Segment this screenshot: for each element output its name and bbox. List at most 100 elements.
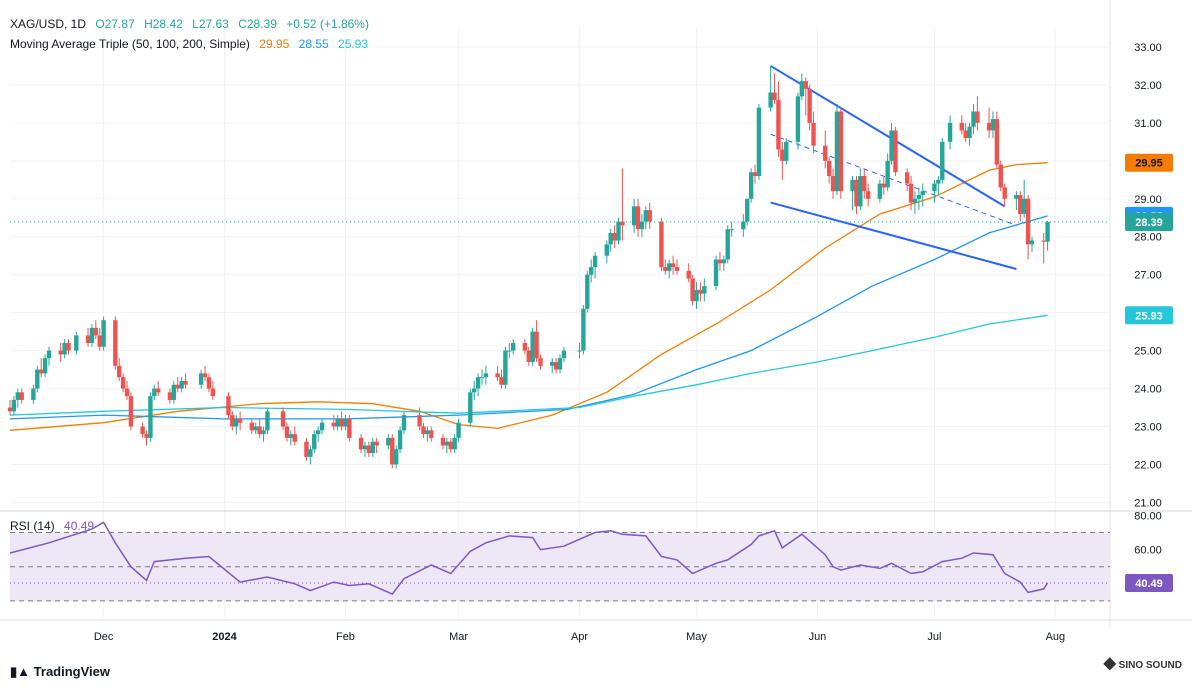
candle-body xyxy=(456,422,461,438)
candle-body xyxy=(885,160,890,188)
tradingview-logo[interactable]: ▮▲ TradingView xyxy=(10,664,110,680)
candle-body xyxy=(631,206,637,226)
candle-body xyxy=(865,191,871,199)
candle-body xyxy=(444,441,450,446)
candle-body xyxy=(366,445,372,454)
candle-body xyxy=(206,377,212,389)
candle-body xyxy=(686,270,691,279)
candle-body xyxy=(1014,194,1019,199)
candle-body xyxy=(417,415,422,427)
candle-body xyxy=(998,164,1003,188)
candle-body xyxy=(440,437,446,446)
time-tick-label: Mar xyxy=(449,631,468,643)
ma200-value: 25.93 xyxy=(338,37,369,51)
price-label-box xyxy=(1125,153,1173,172)
candle-body xyxy=(175,384,180,389)
candle-body xyxy=(234,418,239,427)
candle-body xyxy=(725,229,730,260)
candle-body xyxy=(647,210,652,222)
rsi-header: RSI (14) 40.49 xyxy=(10,519,100,533)
candle-body xyxy=(304,441,309,457)
candle-body xyxy=(35,369,40,389)
time-tick-label: Apr xyxy=(571,631,588,643)
candle-body xyxy=(784,141,789,161)
price-label-box xyxy=(1125,212,1173,231)
candle-body xyxy=(538,358,543,366)
candle-body xyxy=(315,430,321,435)
candle-body xyxy=(741,221,746,230)
candle-body xyxy=(780,149,785,161)
candle-body xyxy=(15,392,21,400)
rsi-value: 40.49 xyxy=(64,519,95,533)
candle-body xyxy=(608,232,613,245)
candle-body xyxy=(429,430,434,438)
symbol-label[interactable]: XAG/USD, 1D xyxy=(10,17,87,31)
candle-body xyxy=(452,437,457,450)
candle-body xyxy=(11,399,17,412)
price-tick-label: 29.00 xyxy=(1134,194,1162,206)
time-tick-label: Dec xyxy=(94,631,114,643)
candle-body xyxy=(975,111,980,123)
candle-body xyxy=(152,388,157,397)
ma-indicator-label[interactable]: Moving Average Triple (50, 100, 200, Sim… xyxy=(10,37,250,51)
candle-body xyxy=(850,179,855,192)
candle-body xyxy=(768,92,773,108)
candle-body xyxy=(425,430,430,435)
candle-body xyxy=(124,388,130,397)
candle-body xyxy=(393,449,399,465)
candle-body xyxy=(292,434,297,442)
candle-body xyxy=(936,179,941,184)
candle-body xyxy=(448,441,453,450)
price-tick-label: 21.00 xyxy=(1134,497,1162,509)
candle-body xyxy=(265,411,270,431)
rsi-indicator-label[interactable]: RSI (14) xyxy=(10,519,55,533)
price-label-text: 28.39 xyxy=(1135,217,1163,229)
candle-body xyxy=(702,286,707,294)
candle-body xyxy=(421,426,426,435)
candle-body xyxy=(823,145,828,161)
channel-lower-line xyxy=(770,201,1017,270)
candle-body xyxy=(144,434,149,438)
candle-body xyxy=(659,221,664,268)
candle-body xyxy=(530,331,535,362)
price-tick-label: 27.00 xyxy=(1134,270,1162,282)
rsi-line xyxy=(9,521,1049,596)
candle-body xyxy=(826,160,832,177)
candle-body xyxy=(932,183,937,192)
price-label-text: 29.95 xyxy=(1135,158,1163,170)
candle-body xyxy=(347,418,352,438)
candle-body xyxy=(362,445,368,450)
candle-body xyxy=(42,358,48,374)
candle-body xyxy=(667,263,672,271)
candle-body xyxy=(183,380,188,385)
candle-body xyxy=(776,100,781,150)
candle-body xyxy=(1041,240,1046,242)
candle-body xyxy=(549,361,555,366)
candle-body xyxy=(670,263,676,268)
candle-body xyxy=(89,327,95,344)
candle-body xyxy=(226,396,231,416)
ma-header: Moving Average Triple (50, 100, 200, Sim… xyxy=(10,37,374,51)
candle-body xyxy=(940,141,945,180)
candle-body xyxy=(288,434,294,438)
ohlc-low: L27.63 xyxy=(192,17,229,31)
candle-body xyxy=(66,343,71,351)
candle-body xyxy=(585,274,590,309)
candle-body xyxy=(635,206,641,230)
ma-line-ma200 xyxy=(9,314,1048,416)
candle-body xyxy=(280,411,286,427)
candle-body xyxy=(577,350,582,352)
tradingview-brand: TradingView xyxy=(33,664,110,679)
candle-body xyxy=(308,449,313,457)
candle-body xyxy=(284,426,290,438)
candle-body xyxy=(717,259,723,264)
candle-body xyxy=(261,430,266,435)
candle-body xyxy=(31,388,36,400)
candle-body xyxy=(156,388,161,393)
candle-body xyxy=(694,289,699,302)
candle-body xyxy=(370,441,375,454)
candle-body xyxy=(335,418,340,427)
candle-body xyxy=(7,407,13,412)
candle-body xyxy=(971,111,976,127)
